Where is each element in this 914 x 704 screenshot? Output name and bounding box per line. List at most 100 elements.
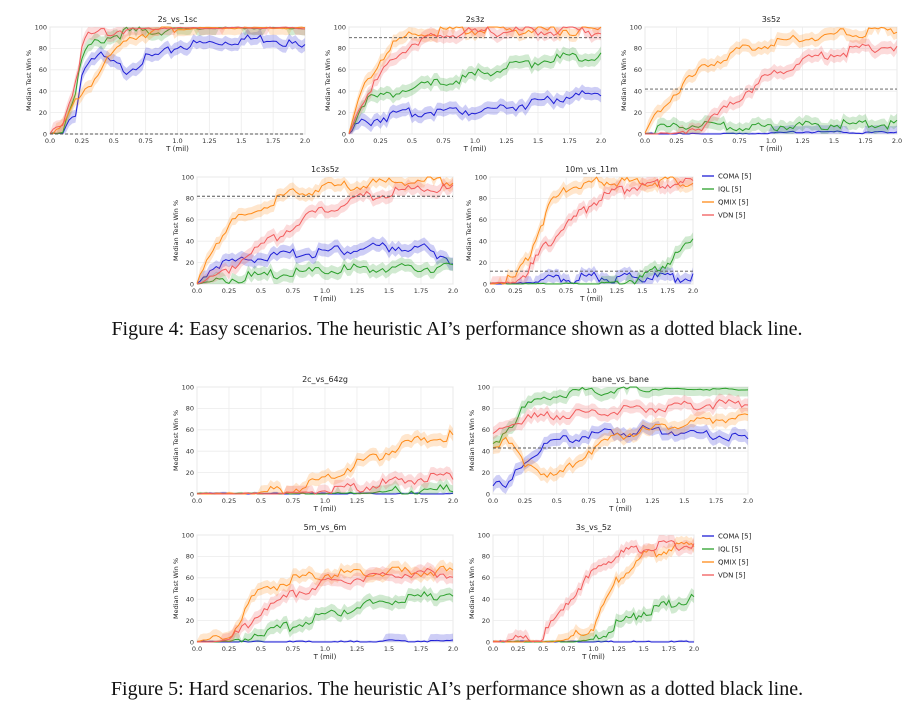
chart-title: 3s_vs_5z <box>576 523 611 532</box>
x-axis-label: T (mil) <box>581 653 605 661</box>
x-tick-label: 0.0 <box>192 287 202 295</box>
x-tick-label: 1.75 <box>660 287 674 295</box>
series-band-qmix <box>197 424 453 494</box>
y-tick-label: 40 <box>186 596 194 604</box>
x-tick-label: 1.5 <box>679 497 689 505</box>
y-axis-label: Median Test Win % <box>324 50 332 111</box>
x-tick-label: 1.5 <box>384 497 394 505</box>
chart-panel-6: 0.0 0.25 0.5 0.75 1.0 1.25 1.5 1.75 2.0 0 20 40 60 80… <box>468 375 753 513</box>
y-tick-label: 20 <box>186 259 194 267</box>
y-tick-label: 0 <box>190 490 194 498</box>
x-tick-label: 0.0 <box>192 497 202 505</box>
y-tick-label: 80 <box>479 195 487 203</box>
series-line-iql <box>196 483 454 495</box>
legend-label: IQL [5] <box>718 186 742 194</box>
y-tick-label: 60 <box>186 574 194 582</box>
x-tick-label: 0.5 <box>536 287 546 295</box>
x-tick-label: 0.0 <box>192 645 202 653</box>
series-line-vdn <box>49 26 306 134</box>
series-band-iql <box>645 113 897 134</box>
y-tick-label: 0 <box>483 280 487 288</box>
y-tick-label: 100 <box>182 383 194 391</box>
series-line-vdn <box>196 472 454 495</box>
legend-label: VDN [5] <box>718 572 746 580</box>
y-tick-label: 60 <box>482 574 490 582</box>
chart-panel-8: 0.0 0.25 0.5 0.75 1.0 1.25 1.5 1.75 2.0 0 20 40 60 80… <box>468 523 699 661</box>
legend-label: QMIX [5] <box>718 559 749 567</box>
x-tick-label: 0.5 <box>256 645 266 653</box>
x-tick-label: 0.25 <box>508 287 522 295</box>
x-tick-label: 1.5 <box>533 137 543 145</box>
x-tick-label: 1.0 <box>470 137 480 145</box>
series-line-coma <box>644 130 898 135</box>
chart-title: 2s_vs_1sc <box>158 15 198 24</box>
y-tick-label: 0 <box>486 490 490 498</box>
x-tick-label: 2.0 <box>743 497 753 505</box>
y-axis-label: Median Test Win % <box>465 200 473 261</box>
x-tick-label: 0.5 <box>538 645 548 653</box>
y-tick-label: 20 <box>479 259 487 267</box>
x-tick-label: 1.5 <box>384 645 394 653</box>
series-line-vdn <box>196 567 454 643</box>
chart-title: 1c3s5z <box>311 165 339 174</box>
x-tick-label: 1.75 <box>414 287 428 295</box>
y-axis-label: Median Test Win % <box>172 558 180 619</box>
x-tick-label: 0.25 <box>222 645 236 653</box>
series-line-iql <box>348 52 602 135</box>
x-tick-label: 1.0 <box>588 645 598 653</box>
y-tick-label: 80 <box>186 405 194 413</box>
series-band-vdn <box>493 535 694 642</box>
legend-1: COMA [5] IQL [5] QMIX [5] VDN [5] <box>702 533 752 580</box>
y-axis-label: Median Test Win % <box>620 50 628 111</box>
chart-panel-0: 0.0 0.25 0.5 0.75 1.0 1.25 1.5 1.75 2.0 0 20 40 60 80… <box>25 15 310 153</box>
chart-panel-5: 0.0 0.25 0.5 0.75 1.0 1.25 1.5 1.75 2.0 0 20 40 60 80… <box>172 375 458 513</box>
y-tick-label: 80 <box>39 45 47 53</box>
x-tick-label: 1.0 <box>615 497 625 505</box>
y-tick-label: 60 <box>186 216 194 224</box>
x-tick-label: 2.0 <box>448 497 458 505</box>
x-tick-label: 0.5 <box>407 137 417 145</box>
y-tick-label: 0 <box>486 638 490 646</box>
x-tick-label: 1.75 <box>858 137 872 145</box>
chart-panel-2: 0.0 0.25 0.5 0.75 1.0 1.25 1.5 1.75 2.0 0 20 40 60 80… <box>620 15 902 153</box>
x-tick-label: 0.5 <box>552 497 562 505</box>
series-line-iql <box>492 386 749 444</box>
x-tick-label: 0.75 <box>561 645 575 653</box>
x-tick-label: 0.0 <box>45 137 55 145</box>
series-line-qmix <box>492 541 695 643</box>
chart-panel-1: 0.0 0.25 0.5 0.75 1.0 1.25 1.5 1.75 2.0 0 20 40 60 80… <box>324 15 606 153</box>
x-tick-label: 2.0 <box>448 645 458 653</box>
y-tick-label: 100 <box>334 23 346 31</box>
x-tick-label: 0.0 <box>485 287 495 295</box>
series-band-qmix <box>50 27 305 134</box>
x-tick-label: 1.25 <box>350 287 364 295</box>
x-axis-label: T (mil) <box>579 295 603 303</box>
series-band-coma <box>349 84 601 134</box>
y-tick-label: 100 <box>630 23 642 31</box>
y-tick-label: 0 <box>190 280 194 288</box>
series-line-vdn <box>645 43 898 135</box>
series-band-qmix <box>490 177 693 284</box>
series-line-coma <box>490 271 694 285</box>
y-tick-label: 80 <box>186 195 194 203</box>
y-tick-label: 100 <box>182 173 194 181</box>
y-axis-label: Median Test Win % <box>172 200 180 261</box>
chart-title: 2c_vs_64zg <box>302 375 348 384</box>
series-band-iql <box>349 46 601 135</box>
y-tick-label: 100 <box>475 173 487 181</box>
y-axis-label: Median Test Win % <box>468 558 476 619</box>
chart-panel-7: 0.0 0.25 0.5 0.75 1.0 1.25 1.5 1.75 2.0 0 20 40 60 80… <box>172 523 458 661</box>
x-tick-label: 0.25 <box>222 287 236 295</box>
legend-label: VDN [5] <box>718 212 746 220</box>
series-band-coma <box>197 236 453 284</box>
figure-5-caption: Figure 5: Hard scenarios. The heuristic … <box>110 678 804 700</box>
x-tick-label: 0.75 <box>286 497 300 505</box>
series-line-qmix <box>49 26 306 135</box>
y-tick-label: 20 <box>338 109 346 117</box>
y-tick-label: 60 <box>338 66 346 74</box>
x-tick-label: 1.25 <box>350 497 364 505</box>
series-band-iql <box>197 256 453 284</box>
x-tick-label: 1.0 <box>320 645 330 653</box>
series-line-qmix <box>644 26 898 134</box>
series-band-coma <box>493 418 748 494</box>
